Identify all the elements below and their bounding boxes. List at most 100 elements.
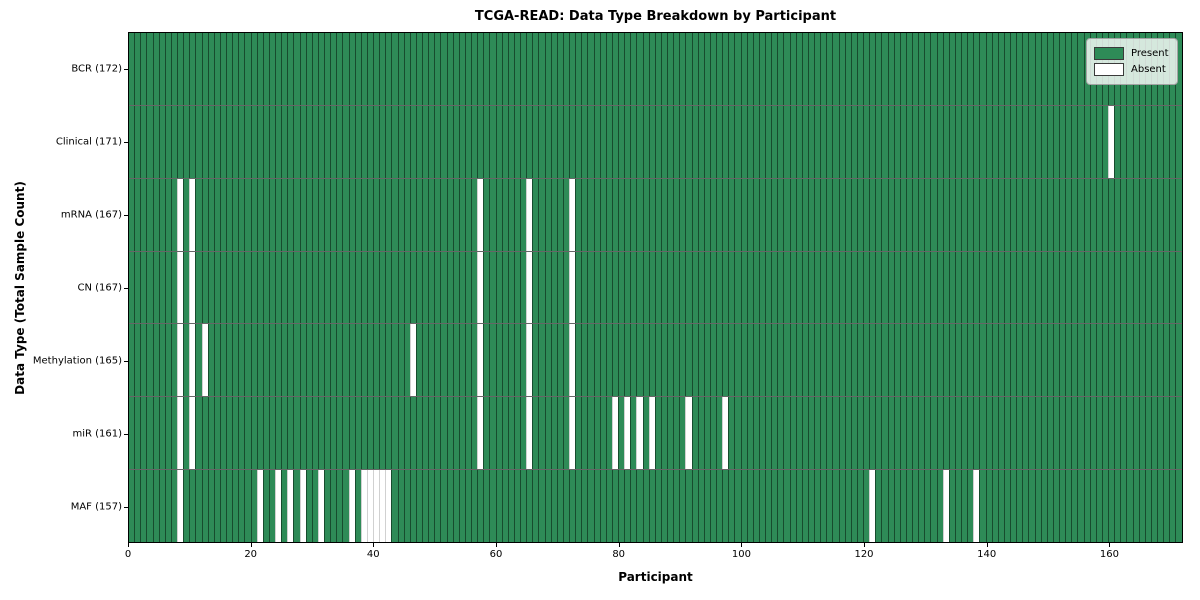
cell-present <box>654 178 661 251</box>
cell-present <box>783 178 790 251</box>
cell-present <box>887 105 894 178</box>
cell-present <box>930 324 937 397</box>
cell-present <box>832 397 839 470</box>
cell-present <box>311 251 318 324</box>
cell-present <box>311 178 318 251</box>
x-tick-mark <box>741 543 743 547</box>
cell-present <box>636 470 643 543</box>
cell-present <box>1059 470 1066 543</box>
cell-present <box>538 105 545 178</box>
cell-present <box>618 324 625 397</box>
cell-present <box>360 324 367 397</box>
cell-present <box>354 470 361 543</box>
cell-present <box>918 397 925 470</box>
cell-present <box>905 105 912 178</box>
cell-present <box>513 324 520 397</box>
cell-present <box>654 33 661 105</box>
cell-present <box>850 105 857 178</box>
cell-present <box>501 324 508 397</box>
cell-present <box>887 178 894 251</box>
cell-present <box>550 397 557 470</box>
cell-present <box>973 397 980 470</box>
cell-present <box>1077 251 1084 324</box>
cell-present <box>501 33 508 105</box>
cell-present <box>1126 105 1133 178</box>
cell-present <box>587 251 594 324</box>
cell-absent <box>569 397 576 470</box>
cell-present <box>256 397 263 470</box>
cell-present <box>611 251 618 324</box>
cell-present <box>728 324 735 397</box>
cell-present <box>1138 105 1145 178</box>
cell-present <box>875 470 882 543</box>
cell-present <box>697 397 704 470</box>
cell-present <box>801 324 808 397</box>
cell-present <box>789 251 796 324</box>
cell-present <box>1016 470 1023 543</box>
cell-present <box>789 33 796 105</box>
cell-present <box>581 470 588 543</box>
cell-present <box>765 33 772 105</box>
cell-present <box>660 33 667 105</box>
cell-present <box>262 105 269 178</box>
cell-absent <box>348 470 355 543</box>
cell-present <box>183 33 190 105</box>
cell-present <box>924 470 931 543</box>
x-tick-mark <box>373 543 375 547</box>
cell-present <box>636 33 643 105</box>
cell-present <box>134 324 141 397</box>
cell-present <box>820 33 827 105</box>
cell-present <box>342 324 349 397</box>
cell-present <box>611 33 618 105</box>
cell-present <box>140 105 147 178</box>
cell-present <box>287 33 294 105</box>
cell-present <box>562 251 569 324</box>
cell-present <box>630 251 637 324</box>
cell-present <box>489 251 496 324</box>
cell-present <box>1052 178 1059 251</box>
cell-present <box>1132 105 1139 178</box>
cell-present <box>1120 105 1127 178</box>
cell-present <box>129 251 135 324</box>
cell-present <box>575 324 582 397</box>
cell-present <box>562 397 569 470</box>
cell-present <box>1150 470 1157 543</box>
cell-present <box>728 105 735 178</box>
cell-present <box>709 105 716 178</box>
cell-present <box>918 178 925 251</box>
cell-present <box>630 33 637 105</box>
cell-present <box>1101 470 1108 543</box>
cell-present <box>924 251 931 324</box>
cell-present <box>930 397 937 470</box>
cell-present <box>1157 178 1164 251</box>
cell-present <box>360 251 367 324</box>
cell-absent <box>189 397 196 470</box>
cell-present <box>1071 178 1078 251</box>
cell-present <box>624 251 631 324</box>
cell-present <box>887 470 894 543</box>
cell-present <box>1077 470 1084 543</box>
cell-present <box>967 33 974 105</box>
cell-present <box>415 397 422 470</box>
cell-present <box>942 105 949 178</box>
cell-present <box>330 397 337 470</box>
cell-present <box>1132 470 1139 543</box>
cell-present <box>550 33 557 105</box>
cell-present <box>1003 33 1010 105</box>
cell-present <box>422 251 429 324</box>
cell-present <box>611 324 618 397</box>
cell-present <box>544 470 551 543</box>
cell-present <box>850 470 857 543</box>
cell-present <box>722 251 729 324</box>
cell-present <box>1120 324 1127 397</box>
cell-present <box>709 251 716 324</box>
cell-present <box>299 324 306 397</box>
cell-absent <box>526 178 533 251</box>
cell-present <box>967 324 974 397</box>
cell-present <box>691 178 698 251</box>
cell-present <box>397 470 404 543</box>
cell-present <box>538 178 545 251</box>
cell-present <box>1163 251 1170 324</box>
cell-present <box>409 33 416 105</box>
cell-absent <box>526 397 533 470</box>
